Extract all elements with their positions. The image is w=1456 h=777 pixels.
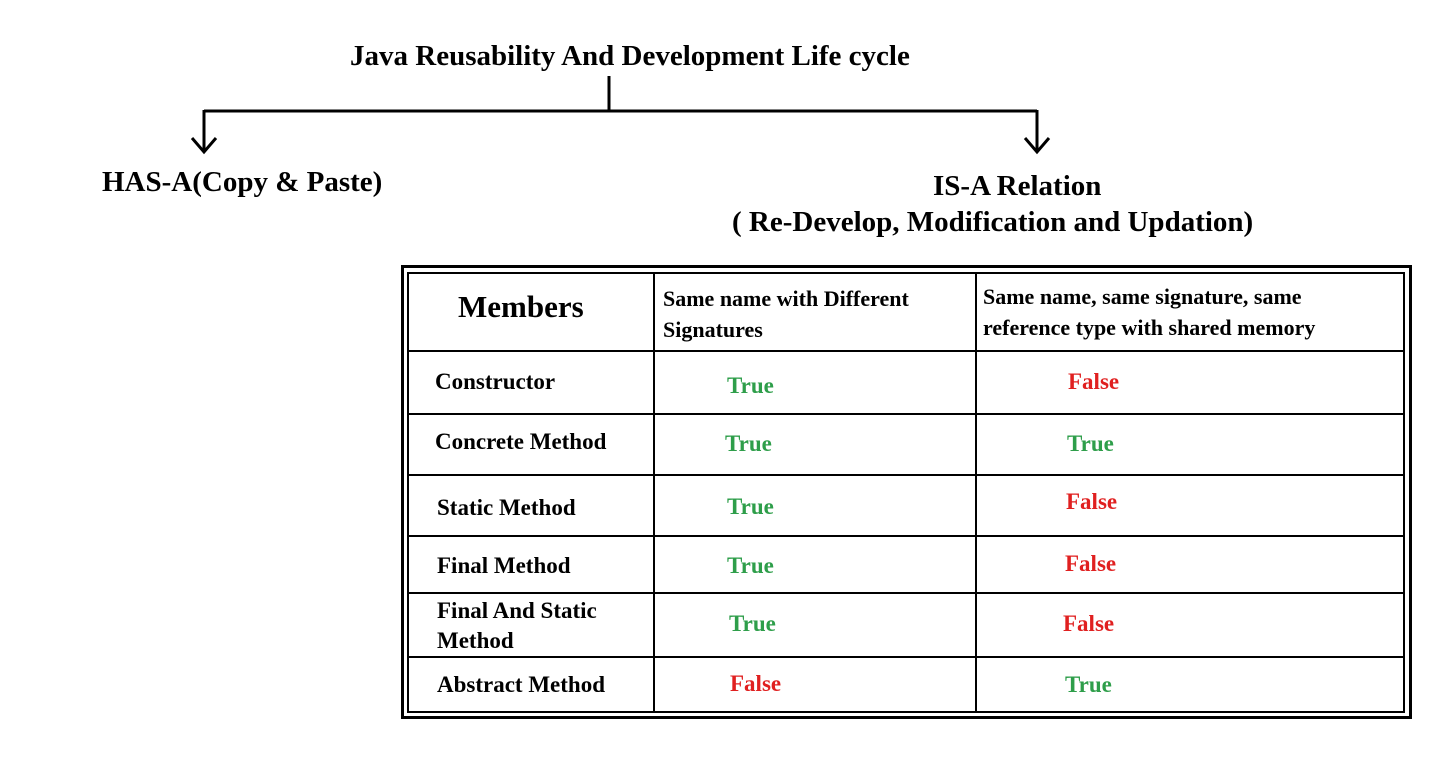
table-inner-border	[407, 272, 1405, 713]
table-cell-col2: True	[1065, 672, 1112, 697]
diagram-title: Java Reusability And Development Life cy…	[350, 40, 910, 72]
table-cell-col2: False	[1065, 551, 1117, 576]
table-row-member: Concrete Method	[435, 429, 607, 454]
table-row-member: Final Method	[437, 553, 571, 578]
row-divider	[407, 350, 1405, 352]
header-col1-line2: Signatures	[663, 317, 763, 342]
column-divider	[653, 272, 655, 713]
header-col2-line1: Same name, same signature, same	[983, 284, 1302, 309]
is-a-label: IS-A Relation	[933, 170, 1102, 202]
table-cell-col1: True	[727, 553, 774, 578]
table-row-member: Constructor	[435, 369, 556, 394]
row-divider	[407, 413, 1405, 415]
table-cell-col2: False	[1066, 489, 1118, 514]
row-divider	[407, 474, 1405, 476]
is-a-sublabel: ( Re-Develop, Modification and Updation)	[732, 206, 1254, 238]
row-divider	[407, 535, 1405, 537]
table-cell-col2: False	[1063, 611, 1115, 636]
row-divider	[407, 656, 1405, 658]
table-cell-col1: True	[727, 494, 774, 519]
has-a-label: HAS-A(Copy & Paste)	[102, 166, 383, 198]
header-members: Members	[458, 289, 584, 324]
table-cell-col2: True	[1067, 431, 1114, 456]
row-divider	[407, 592, 1405, 594]
table-row-member-line2: Method	[437, 628, 514, 653]
header-col1-line1: Same name with Different	[663, 286, 909, 311]
table-cell-col1: True	[725, 431, 772, 456]
table-row-member: Final And Static	[437, 598, 597, 623]
table-cell-col1: True	[727, 373, 774, 398]
table-row-member: Abstract Method	[437, 672, 605, 697]
table-row-member: Static Method	[437, 495, 576, 520]
table-cell-col1: False	[730, 671, 782, 696]
header-col2-line2: reference type with shared memory	[983, 315, 1316, 340]
column-divider	[975, 272, 977, 713]
table-outer-border	[401, 265, 1412, 719]
table-cell-col2: False	[1068, 369, 1120, 394]
table-cell-col1: True	[729, 611, 776, 636]
